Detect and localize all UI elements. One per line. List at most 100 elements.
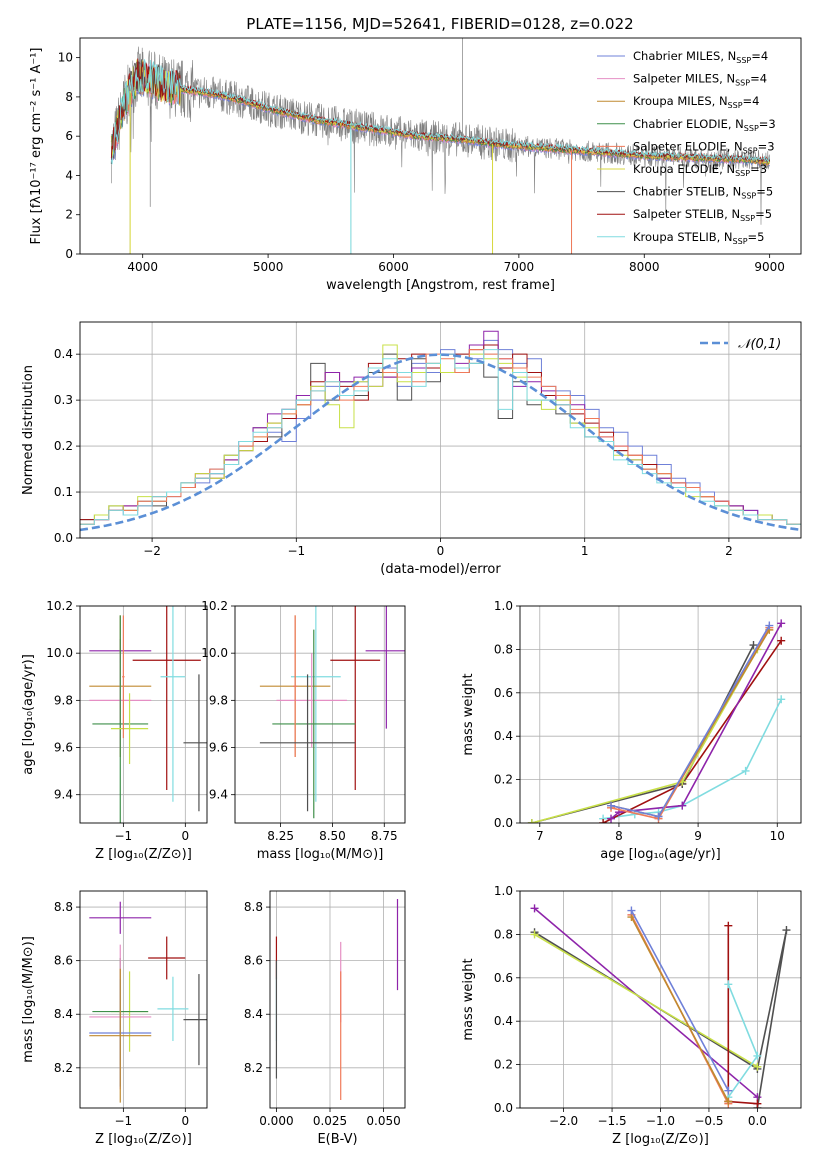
model-spectrum-line — [110, 59, 770, 165]
y-tick-label: 0.2 — [494, 1058, 513, 1072]
x-axis-label: wavelength [Angstrom, rest frame] — [326, 278, 555, 293]
y-tick-label: 9.4 — [209, 788, 228, 802]
error-bar — [92, 615, 149, 823]
y-tick-label: 0.6 — [494, 971, 513, 985]
error-bar — [122, 615, 125, 739]
weight-vs-age-panel: 7 8 9 10 0.0 0.2 0.4 0.6 0.8 1.0 age [log₁₀(age/yr… — [461, 599, 802, 862]
legend-subscript: SSP — [733, 237, 748, 246]
x-tick-label: −1 — [287, 544, 305, 558]
legend-value: =3 — [750, 162, 767, 176]
axes-frame — [234, 605, 406, 824]
error-bar — [160, 606, 186, 802]
y-tick-label: 6 — [65, 129, 73, 143]
mass-vs-ebv-panel: 0.000 0.025 0.050 8.2 8.4 8.6 8.8 E(B-V) — [244, 890, 406, 1147]
error-bar — [157, 976, 189, 1042]
legend-subscript: SSP — [743, 146, 758, 155]
ticks: −2.0 −1.5 −1.0 −0.5 0.0 0.0 0.2 0.4 0.6 0.8 1.0 — [494, 884, 767, 1128]
legend-value: =4 — [750, 72, 767, 86]
axes-frame — [519, 605, 802, 824]
weight-marker — [599, 819, 608, 823]
y-tick-label: 1.0 — [494, 884, 513, 898]
y-tick-label: 8 — [65, 90, 73, 104]
legend-entry: Kroupa ELODIE, NSSP=3 — [633, 162, 767, 178]
y-tick-label: 0.4 — [494, 1014, 513, 1028]
ticks: 8.25 8.50 8.75 9.4 9.6 9.8 10.0 10.2 — [201, 599, 397, 843]
weight-line — [630, 916, 730, 1102]
ticks: −2 −1 0 1 2 0.0 0.1 0.2 0.3 0.4 — [54, 347, 733, 558]
y-tick-label: 10.0 — [201, 646, 228, 660]
weight-marker — [753, 1062, 762, 1071]
mass-vs-metallicity-panel: −1 0 8.2 8.4 8.6 8.8 Z [log₁₀(Z/Z⊙)] mass [log₁… — [21, 890, 208, 1147]
legend-entry: Salpeter ELODIE, NSSP=3 — [633, 139, 775, 155]
ticks: −1 0 9.4 9.6 9.8 10.0 10.2 — [46, 599, 189, 843]
weight-line — [610, 623, 782, 820]
weight-marker — [724, 980, 733, 989]
legend-entry: Kroupa STELIB, NSSP=5 — [633, 230, 764, 246]
weight-marker — [741, 766, 750, 775]
error-bar — [365, 606, 405, 729]
weight-marker — [777, 636, 786, 645]
error-bar — [330, 606, 381, 790]
y-axis-label: age [log₁₀(age/yr)] — [21, 654, 36, 775]
x-tick-label: 8.50 — [319, 829, 346, 843]
y-tick-label: 10.2 — [201, 599, 228, 613]
y-tick-label: 0.8 — [494, 927, 513, 941]
weight-line — [727, 983, 759, 1098]
y-tick-label: 10.0 — [46, 646, 73, 660]
ticks: 7 8 9 10 0.0 0.2 0.4 0.6 0.8 1.0 — [494, 599, 785, 843]
weight-line — [610, 629, 770, 818]
x-tick-label: 8.75 — [371, 829, 398, 843]
x-tick-label: 8 — [615, 829, 623, 843]
weight-marker — [777, 619, 786, 628]
ticks: −1 0 8.2 8.4 8.6 8.8 — [54, 900, 189, 1128]
legend-value: =5 — [748, 230, 765, 244]
error-bar — [272, 629, 356, 819]
x-tick-label: 2 — [725, 544, 733, 558]
x-tick-label: 10 — [770, 829, 785, 843]
y-tick-label: 9.4 — [54, 788, 73, 802]
legend-subscript: SSP — [740, 214, 755, 223]
y-tick-label: 10.2 — [46, 599, 73, 613]
x-tick-label: 0.000 — [259, 1114, 293, 1128]
error-bar — [89, 901, 152, 934]
weight-line — [610, 625, 770, 818]
y-tick-label: 0.0 — [54, 531, 73, 545]
weight-marker — [777, 695, 786, 704]
error-bar — [276, 653, 347, 748]
x-tick-label: −2.0 — [549, 1114, 578, 1128]
plot-area — [275, 899, 399, 1100]
legend-value: =4 — [751, 49, 768, 63]
weight-marker — [724, 1086, 733, 1095]
legend-subscript: SSP — [735, 79, 750, 88]
weight-marker — [782, 926, 791, 935]
axes-frame — [79, 37, 802, 255]
gridlines — [80, 891, 207, 1108]
gridlines — [235, 605, 405, 823]
x-tick-label: −1.5 — [597, 1114, 626, 1128]
x-tick-label: 0 — [181, 1114, 189, 1128]
x-tick-label: 9 — [694, 829, 702, 843]
weight-marker — [527, 819, 536, 823]
age-vs-metallicity-panel: −1 0 9.4 9.6 9.8 10.0 10.2 Z [log₁₀(Z/Z⊙)] age [… — [21, 599, 208, 862]
weight-marker — [724, 1097, 733, 1106]
legend-entry: Chabrier ELODIE, NSSP=3 — [633, 117, 776, 133]
y-tick-label: 0.6 — [494, 686, 513, 700]
x-tick-label: 6000 — [378, 260, 409, 274]
observed-spectrum-line — [111, 46, 770, 225]
x-axis-label: Z [log₁₀(Z/Z⊙)] — [95, 1132, 192, 1147]
x-tick-label: 8.25 — [267, 829, 294, 843]
y-tick-label: 1.0 — [494, 599, 513, 613]
x-axis-label: (data-model)/error — [380, 562, 501, 577]
y-tick-label: 0 — [65, 247, 73, 261]
x-tick-label: 0.050 — [366, 1114, 400, 1128]
y-tick-label: 0.0 — [494, 1101, 513, 1115]
y-tick-label: 8.6 — [54, 954, 73, 968]
figure-title: PLATE=1156, MJD=52641, FIBERID=0128, z=0… — [246, 15, 633, 33]
y-tick-label: 10 — [58, 51, 73, 65]
weight-marker — [678, 801, 687, 810]
x-axis-label: E(B-V) — [317, 1132, 357, 1147]
y-tick-label: 8.4 — [244, 1007, 263, 1021]
legend-subscript: SSP — [741, 192, 756, 201]
plot-area — [110, 38, 771, 254]
y-tick-label: 2 — [65, 208, 73, 222]
